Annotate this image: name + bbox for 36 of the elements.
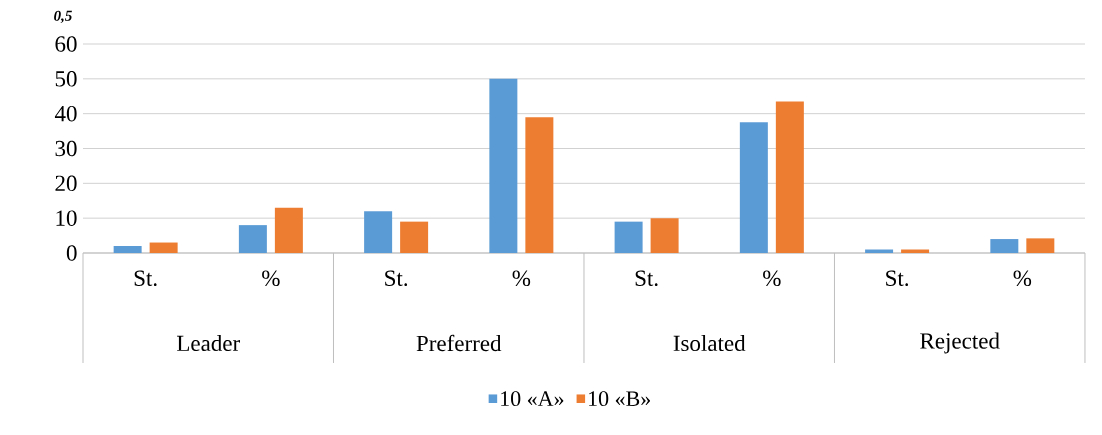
bar <box>274 207 303 253</box>
y-tick-label: 50 <box>55 71 77 87</box>
bar <box>650 218 679 253</box>
x-tick-label: % <box>1013 270 1032 287</box>
text: Rejected <box>920 332 1000 354</box>
bar <box>113 246 142 253</box>
bar <box>238 225 267 253</box>
y-tick-label: 60 <box>55 36 77 52</box>
x-tick-label: St. <box>134 270 157 287</box>
bar <box>364 211 393 253</box>
x-tick-label: St. <box>886 270 909 287</box>
text: Preferred <box>416 334 502 352</box>
y-tick-label: 30 <box>55 140 77 157</box>
y-tick-label: 40 <box>54 105 77 122</box>
text: Leader <box>177 334 240 352</box>
text: Isolated <box>673 334 746 352</box>
x-tick-label: % <box>512 270 531 287</box>
bar <box>1026 238 1055 253</box>
y-axis-title: 0,5 <box>54 10 72 23</box>
y-tick-label: 10 <box>56 210 77 226</box>
bar <box>489 78 518 253</box>
bar <box>614 221 643 253</box>
x-tick-label: % <box>763 270 781 287</box>
bar <box>525 117 554 253</box>
bar <box>149 242 178 253</box>
bar <box>739 122 768 253</box>
legend-label: 10 «B» <box>589 391 650 407</box>
x-tick-label: St. <box>635 270 658 287</box>
legend-label: 10 «A» <box>501 391 564 407</box>
x-tick-label: % <box>262 270 280 287</box>
bar <box>990 239 1019 253</box>
y-tick-label: 20 <box>55 175 77 192</box>
bar <box>775 101 804 253</box>
x-tick-label: St. <box>385 270 408 287</box>
y-tick-label: 0 <box>66 245 77 261</box>
bar <box>400 221 429 253</box>
